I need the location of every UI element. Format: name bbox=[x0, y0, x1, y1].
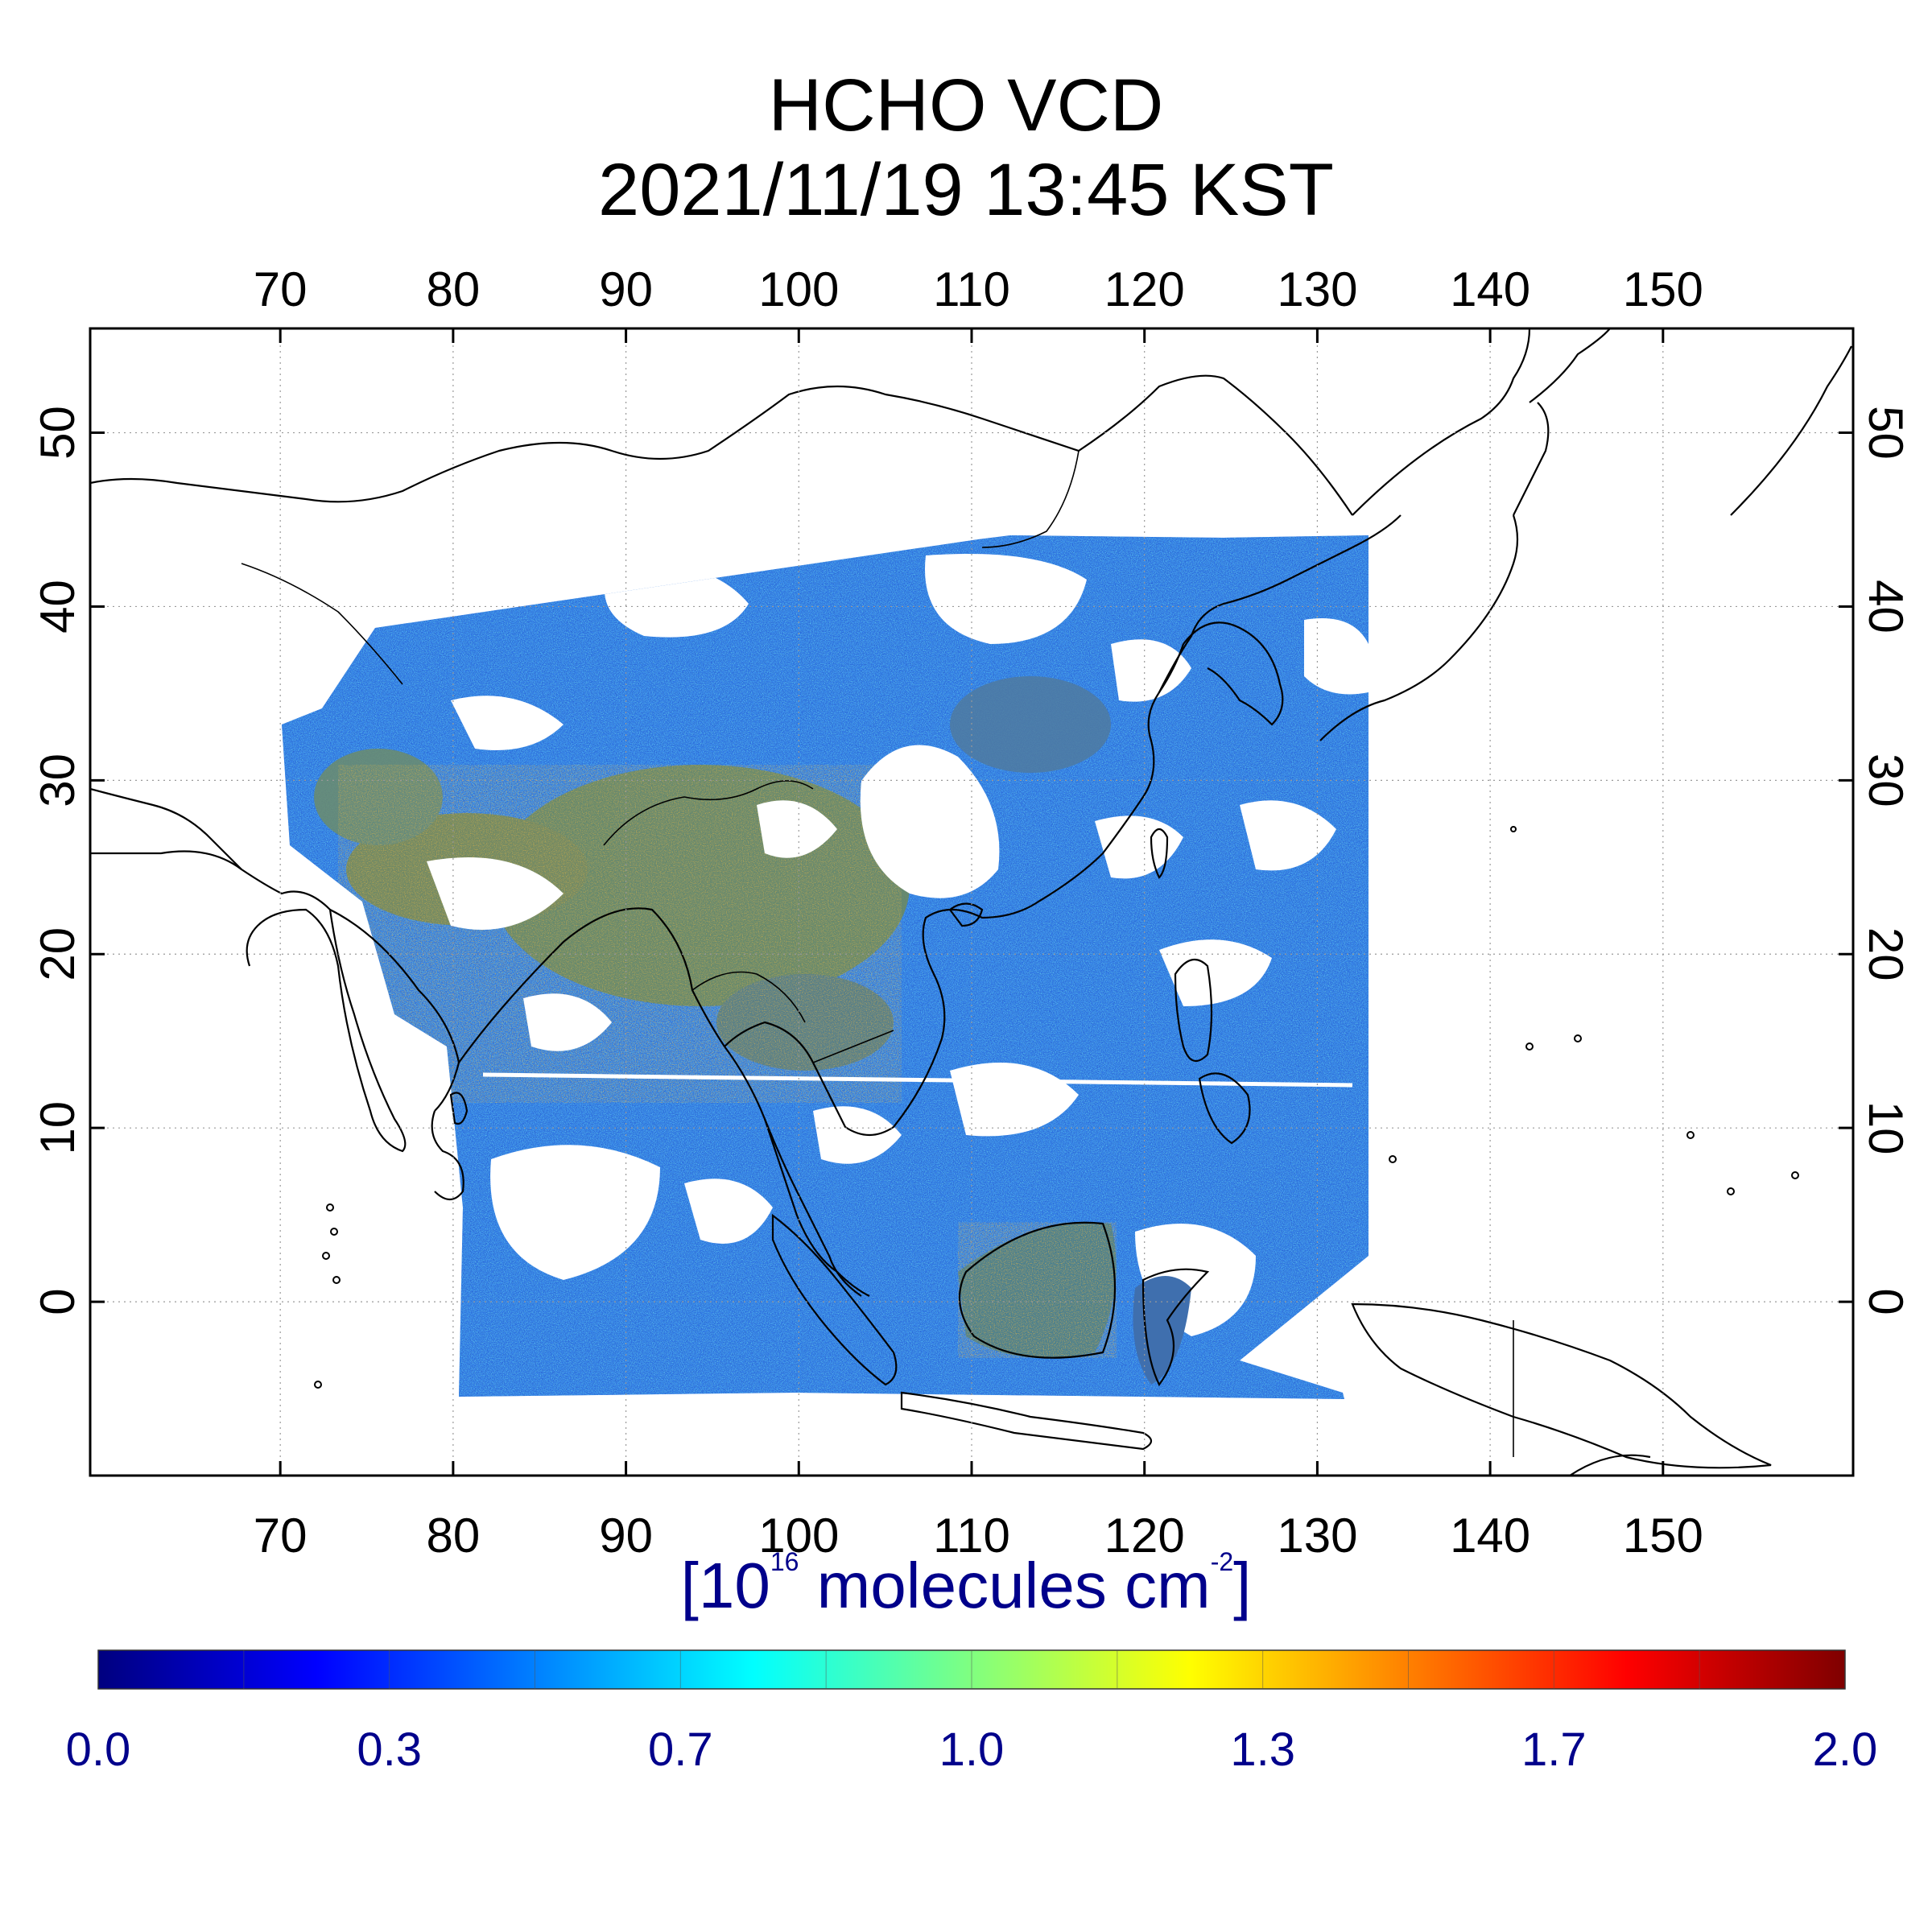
map-timestamp: 2021/11/19 13:45 KST bbox=[598, 149, 1334, 231]
lat-label-left: 50 bbox=[31, 406, 85, 460]
lon-label-bottom: 140 bbox=[1450, 1509, 1530, 1563]
lat-label-left: 20 bbox=[31, 927, 85, 981]
colorbar-tick-label: 0.7 bbox=[648, 1724, 713, 1776]
lon-label-top: 80 bbox=[427, 262, 481, 316]
colorbar-tick-labels: 0.0 0.3 0.7 1.0 1.3 1.7 2.0 bbox=[0, 1727, 1932, 1791]
lat-label-left: 10 bbox=[31, 1101, 85, 1155]
lat-label-left: 40 bbox=[31, 580, 85, 634]
lat-label-right: 50 bbox=[1859, 406, 1913, 460]
orbit-gap-line bbox=[482, 1072, 1353, 1088]
colorbar-tick-label: 1.7 bbox=[1521, 1724, 1587, 1776]
lat-label-left: 30 bbox=[31, 753, 85, 807]
colorbar-tick-label: 1.3 bbox=[1230, 1724, 1295, 1776]
lon-label-top: 150 bbox=[1623, 262, 1703, 316]
lon-label-top: 90 bbox=[599, 262, 653, 316]
lon-label-bottom: 80 bbox=[427, 1509, 481, 1563]
no-data-gaps bbox=[427, 554, 1368, 1336]
lon-label-bottom: 100 bbox=[758, 1509, 839, 1563]
map-plot-area bbox=[90, 328, 1853, 1476]
lat-label-right: 20 bbox=[1859, 927, 1913, 981]
lon-label-top: 140 bbox=[1450, 262, 1530, 316]
map-title: HCHO VCD bbox=[768, 64, 1164, 147]
colorbar-dividers bbox=[243, 1650, 1700, 1689]
lon-label-top: 110 bbox=[933, 262, 1010, 316]
colorbar-tick-label: 0.3 bbox=[357, 1724, 422, 1776]
hcho-data-swath bbox=[282, 535, 1368, 1399]
colorbar-tick-label: 1.0 bbox=[939, 1724, 1005, 1776]
lon-label-top: 130 bbox=[1277, 262, 1357, 316]
lon-label-top: 70 bbox=[254, 262, 308, 316]
lat-label-left: 0 bbox=[31, 1288, 85, 1315]
lon-label-bottom: 150 bbox=[1623, 1509, 1703, 1563]
lon-label-bottom: 70 bbox=[254, 1509, 308, 1563]
lon-label-top: 100 bbox=[758, 262, 839, 316]
lon-label-bottom: 110 bbox=[933, 1509, 1010, 1563]
maritime-continent-data bbox=[958, 1222, 1191, 1385]
lon-label-bottom: 90 bbox=[599, 1509, 653, 1563]
colorbar-tick-label: 2.0 bbox=[1812, 1724, 1878, 1776]
lat-label-right: 10 bbox=[1859, 1101, 1913, 1155]
lon-label-bottom: 130 bbox=[1277, 1509, 1357, 1563]
small-islands bbox=[314, 826, 1799, 1389]
lat-lon-grid bbox=[90, 328, 1853, 1476]
axis-tickmarks bbox=[90, 328, 1853, 1476]
colorbar-tick-label: 0.0 bbox=[65, 1724, 131, 1776]
lat-label-right: 0 bbox=[1859, 1288, 1913, 1315]
lon-label-bottom: 120 bbox=[1104, 1509, 1185, 1563]
colorbar-units: [1016 molecules cm-2] bbox=[680, 1547, 1252, 1621]
lon-label-top: 120 bbox=[1104, 262, 1185, 316]
lat-label-right: 40 bbox=[1859, 580, 1913, 634]
lat-label-right: 30 bbox=[1859, 753, 1913, 807]
axis-labels: 7070808090901001001101101201201301301401… bbox=[31, 262, 1913, 1563]
coastlines bbox=[90, 328, 1852, 1476]
